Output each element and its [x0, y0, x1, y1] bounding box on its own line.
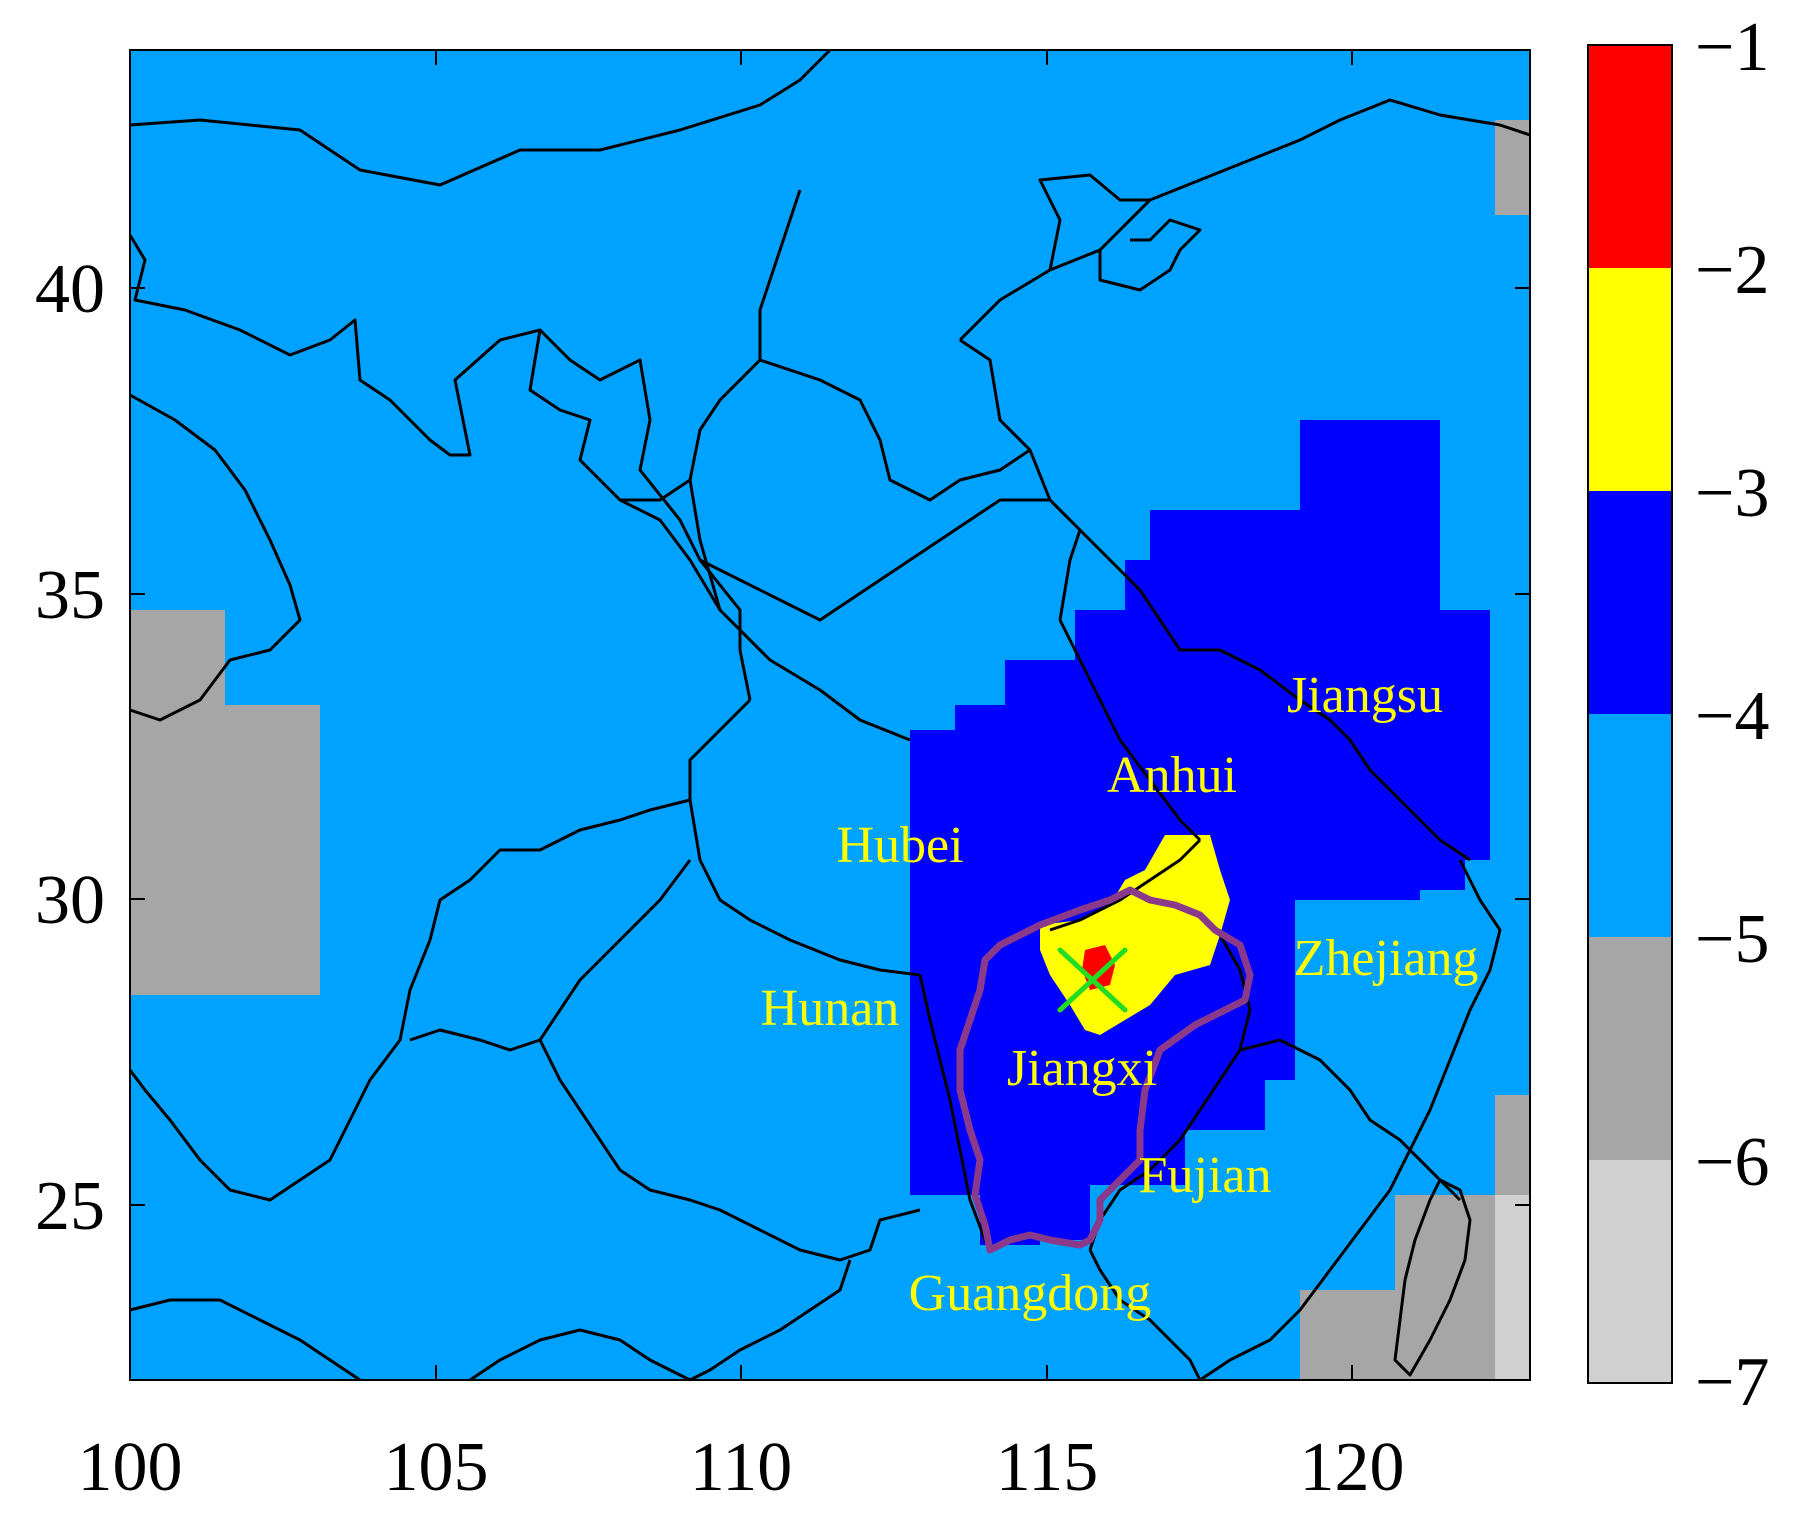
colorbar-band — [1588, 268, 1672, 491]
x-tick-label: 120 — [1300, 1429, 1405, 1506]
label-hunan: Hunan — [761, 980, 900, 1037]
y-tick-label: 30 — [35, 862, 105, 939]
label-fujian: Fujian — [1139, 1147, 1272, 1204]
colorbar-band — [1588, 937, 1672, 1160]
colorbar-tick-label: −1 — [1695, 9, 1769, 86]
label-jiangxi: Jiangxi — [1007, 1040, 1157, 1097]
x-tick-label: 105 — [384, 1429, 489, 1506]
jiangxi-outline — [956, 886, 1254, 1254]
colorbar: −1 −2 −3 −4 −5 −6 −7 — [1587, 9, 1769, 1421]
y-tick-label: 25 — [35, 1168, 105, 1245]
label-zhejiang: Zhejiang — [1294, 930, 1479, 987]
colorbar-tick-label: −6 — [1695, 1124, 1769, 1201]
marker-x-icon — [1057, 947, 1128, 1013]
y-tick-label: 35 — [35, 557, 105, 634]
plot-frame — [129, 49, 1531, 1381]
label-anhui: Anhui — [1107, 747, 1237, 804]
x-tick-label: 100 — [78, 1429, 183, 1506]
nodata-patches — [130, 120, 1530, 1380]
colorbar-band — [1588, 1160, 1672, 1383]
colorbar-band — [1588, 45, 1672, 268]
label-jiangsu: Jiangsu — [1287, 667, 1443, 724]
nodata-light-patches — [1495, 1195, 1530, 1380]
label-guangdong: Guangdong — [909, 1265, 1152, 1322]
x-tick-label: 110 — [690, 1429, 792, 1506]
colorbar-tick-label: −5 — [1695, 901, 1769, 978]
y-tick-labels: 40 35 30 25 — [35, 251, 105, 1245]
province-labels: Jiangsu Anhui Hubei Zhejiang Hunan Jiang… — [761, 667, 1479, 1322]
map-plot: Jiangsu Anhui Hubei Zhejiang Hunan Jiang… — [128, 48, 1531, 1382]
field-blue-region — [910, 420, 1490, 1245]
label-hubei: Hubei — [836, 817, 963, 874]
colorbar-band — [1588, 714, 1672, 937]
colorbar-tick-labels: −1 −2 −3 −4 −5 −6 −7 — [1695, 9, 1769, 1421]
colorbar-tick-label: −4 — [1695, 678, 1769, 755]
colorbar-frame — [1587, 44, 1673, 1384]
colorbar-tick-label: −7 — [1695, 1344, 1769, 1421]
colorbar-tick-label: −2 — [1695, 232, 1769, 309]
x-tick-labels: 100 105 110 115 120 — [78, 1429, 1405, 1506]
axis-ticks — [129, 50, 1530, 1380]
colorbar-tick-label: −3 — [1695, 455, 1769, 532]
x-tick-label: 115 — [996, 1429, 1098, 1506]
colorbar-band — [1588, 491, 1672, 714]
y-tick-label: 40 — [35, 251, 105, 328]
